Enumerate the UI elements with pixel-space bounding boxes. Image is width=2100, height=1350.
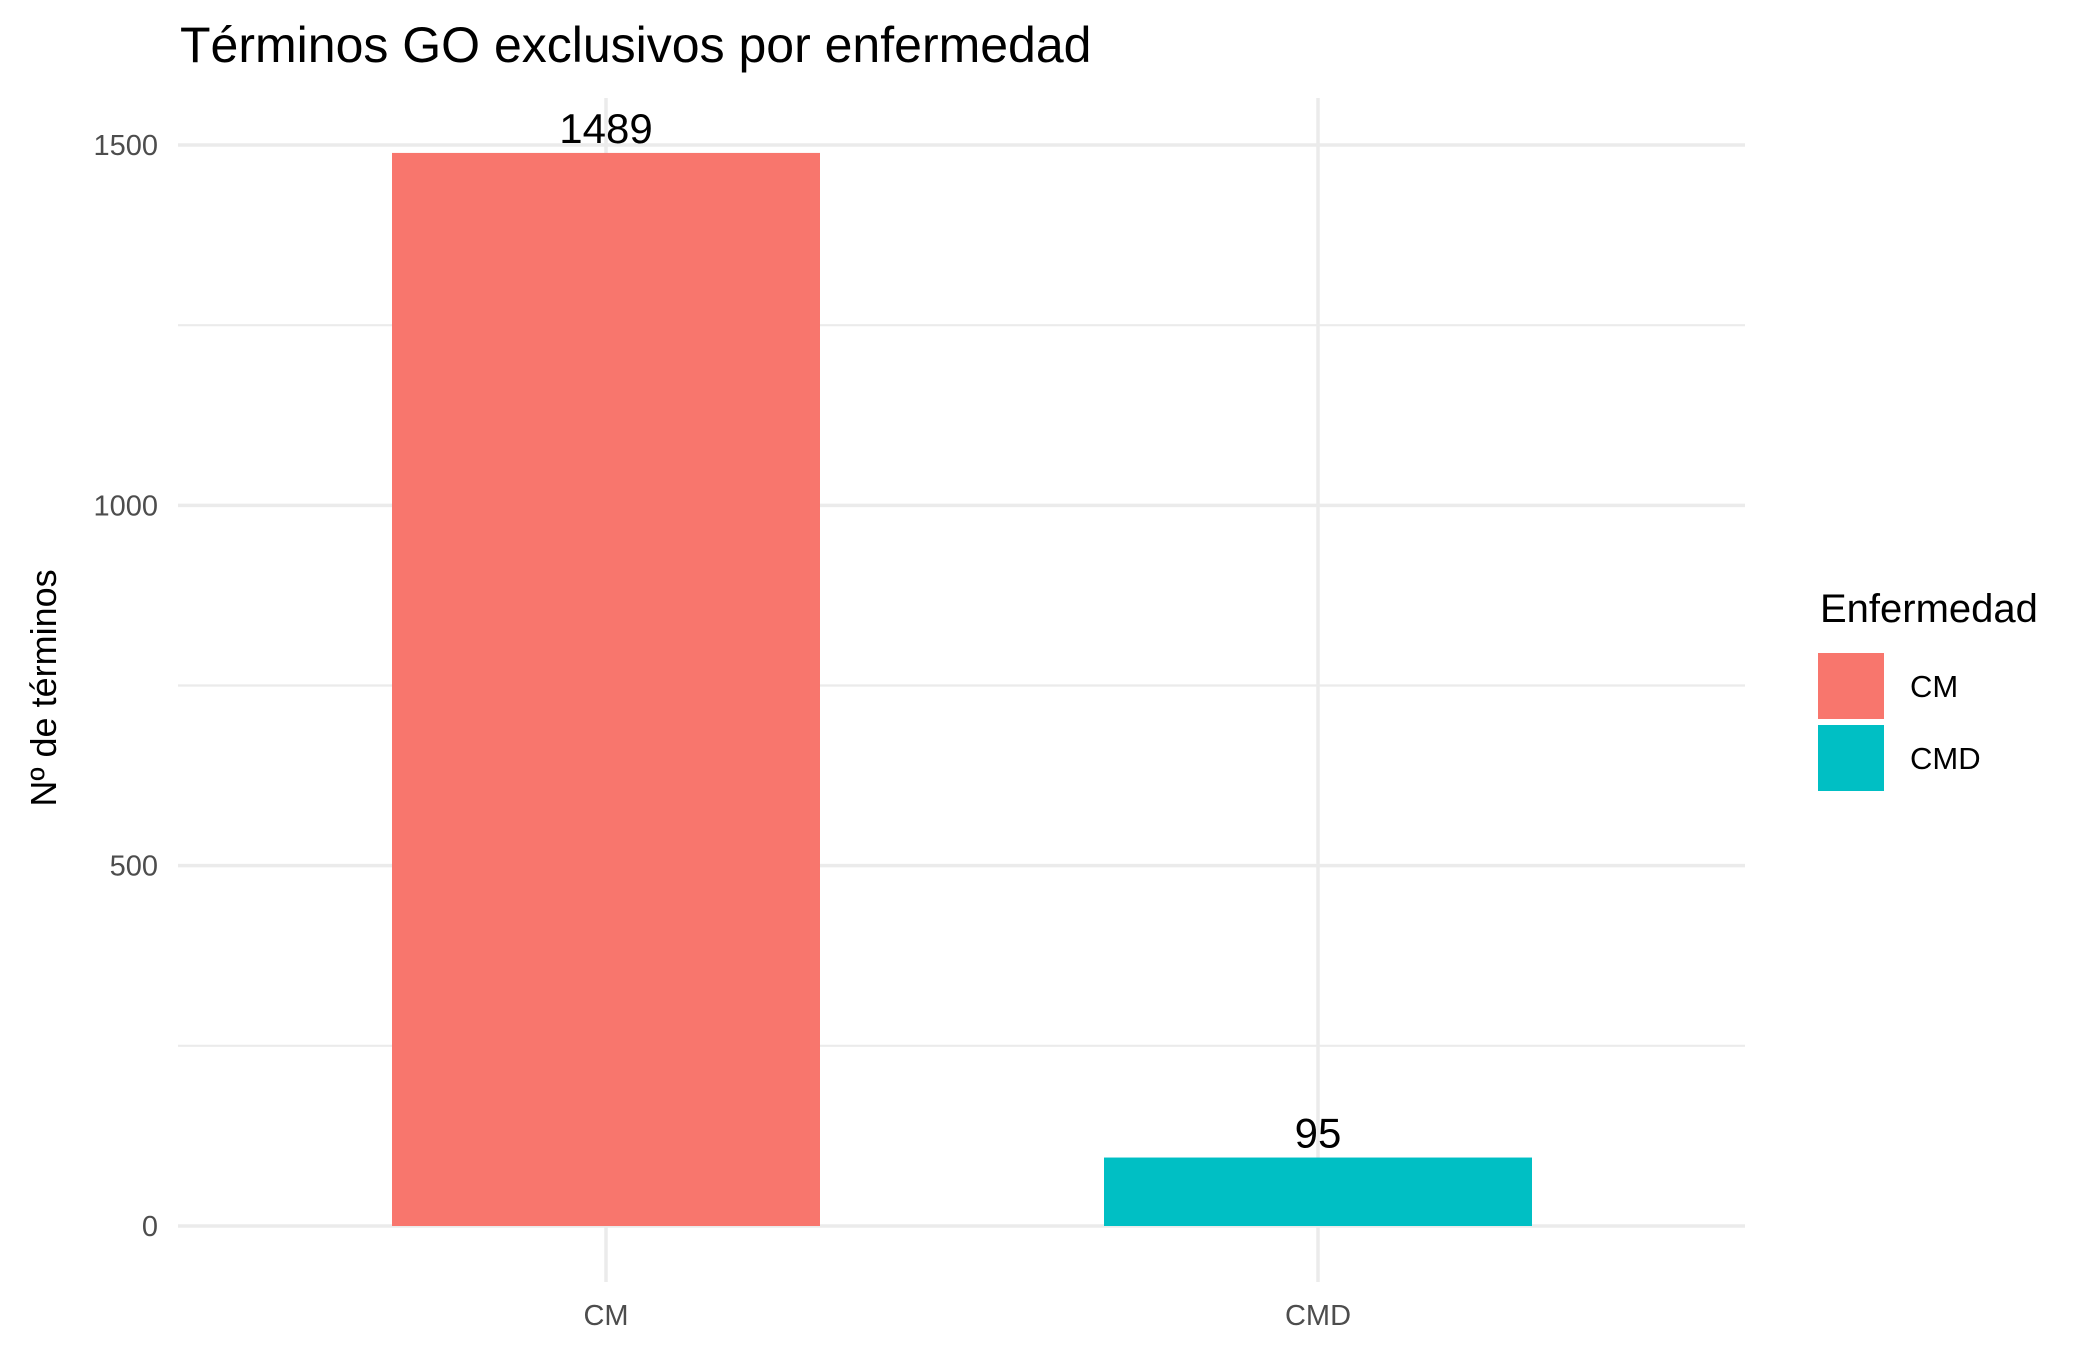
- legend-items: CM CMD: [1818, 653, 1981, 791]
- y-tick-label: 0: [142, 1211, 158, 1243]
- y-axis-ticks: 0 500 1000 1500: [93, 130, 158, 1243]
- legend-swatch-cmd: [1818, 725, 1884, 791]
- legend-label-cmd: CMD: [1910, 741, 1981, 776]
- legend-swatch-cm: [1818, 653, 1884, 719]
- y-axis-label: Nº de términos: [23, 569, 64, 806]
- x-tick-label: CMD: [1285, 1300, 1351, 1332]
- legend: Enfermedad CM CMD: [1818, 587, 2038, 791]
- x-axis-ticks: CM CMD: [583, 1300, 1351, 1332]
- y-tick-label: 1000: [93, 490, 158, 522]
- legend-title: Enfermedad: [1820, 587, 2038, 631]
- y-tick-label: 500: [110, 851, 158, 883]
- data-label-cm: 1489: [559, 105, 652, 152]
- y-tick-label: 1500: [93, 130, 158, 162]
- data-labels: 1489 95: [559, 105, 1341, 1157]
- bars: [392, 152, 1532, 1226]
- data-label-cmd: 95: [1295, 1110, 1342, 1157]
- x-tick-label: CM: [583, 1300, 628, 1332]
- legend-label-cm: CM: [1910, 669, 1958, 704]
- bar-cm: [392, 152, 820, 1226]
- chart-title: Términos GO exclusivos por enfermedad: [180, 17, 1091, 73]
- bar-cmd: [1104, 1157, 1532, 1226]
